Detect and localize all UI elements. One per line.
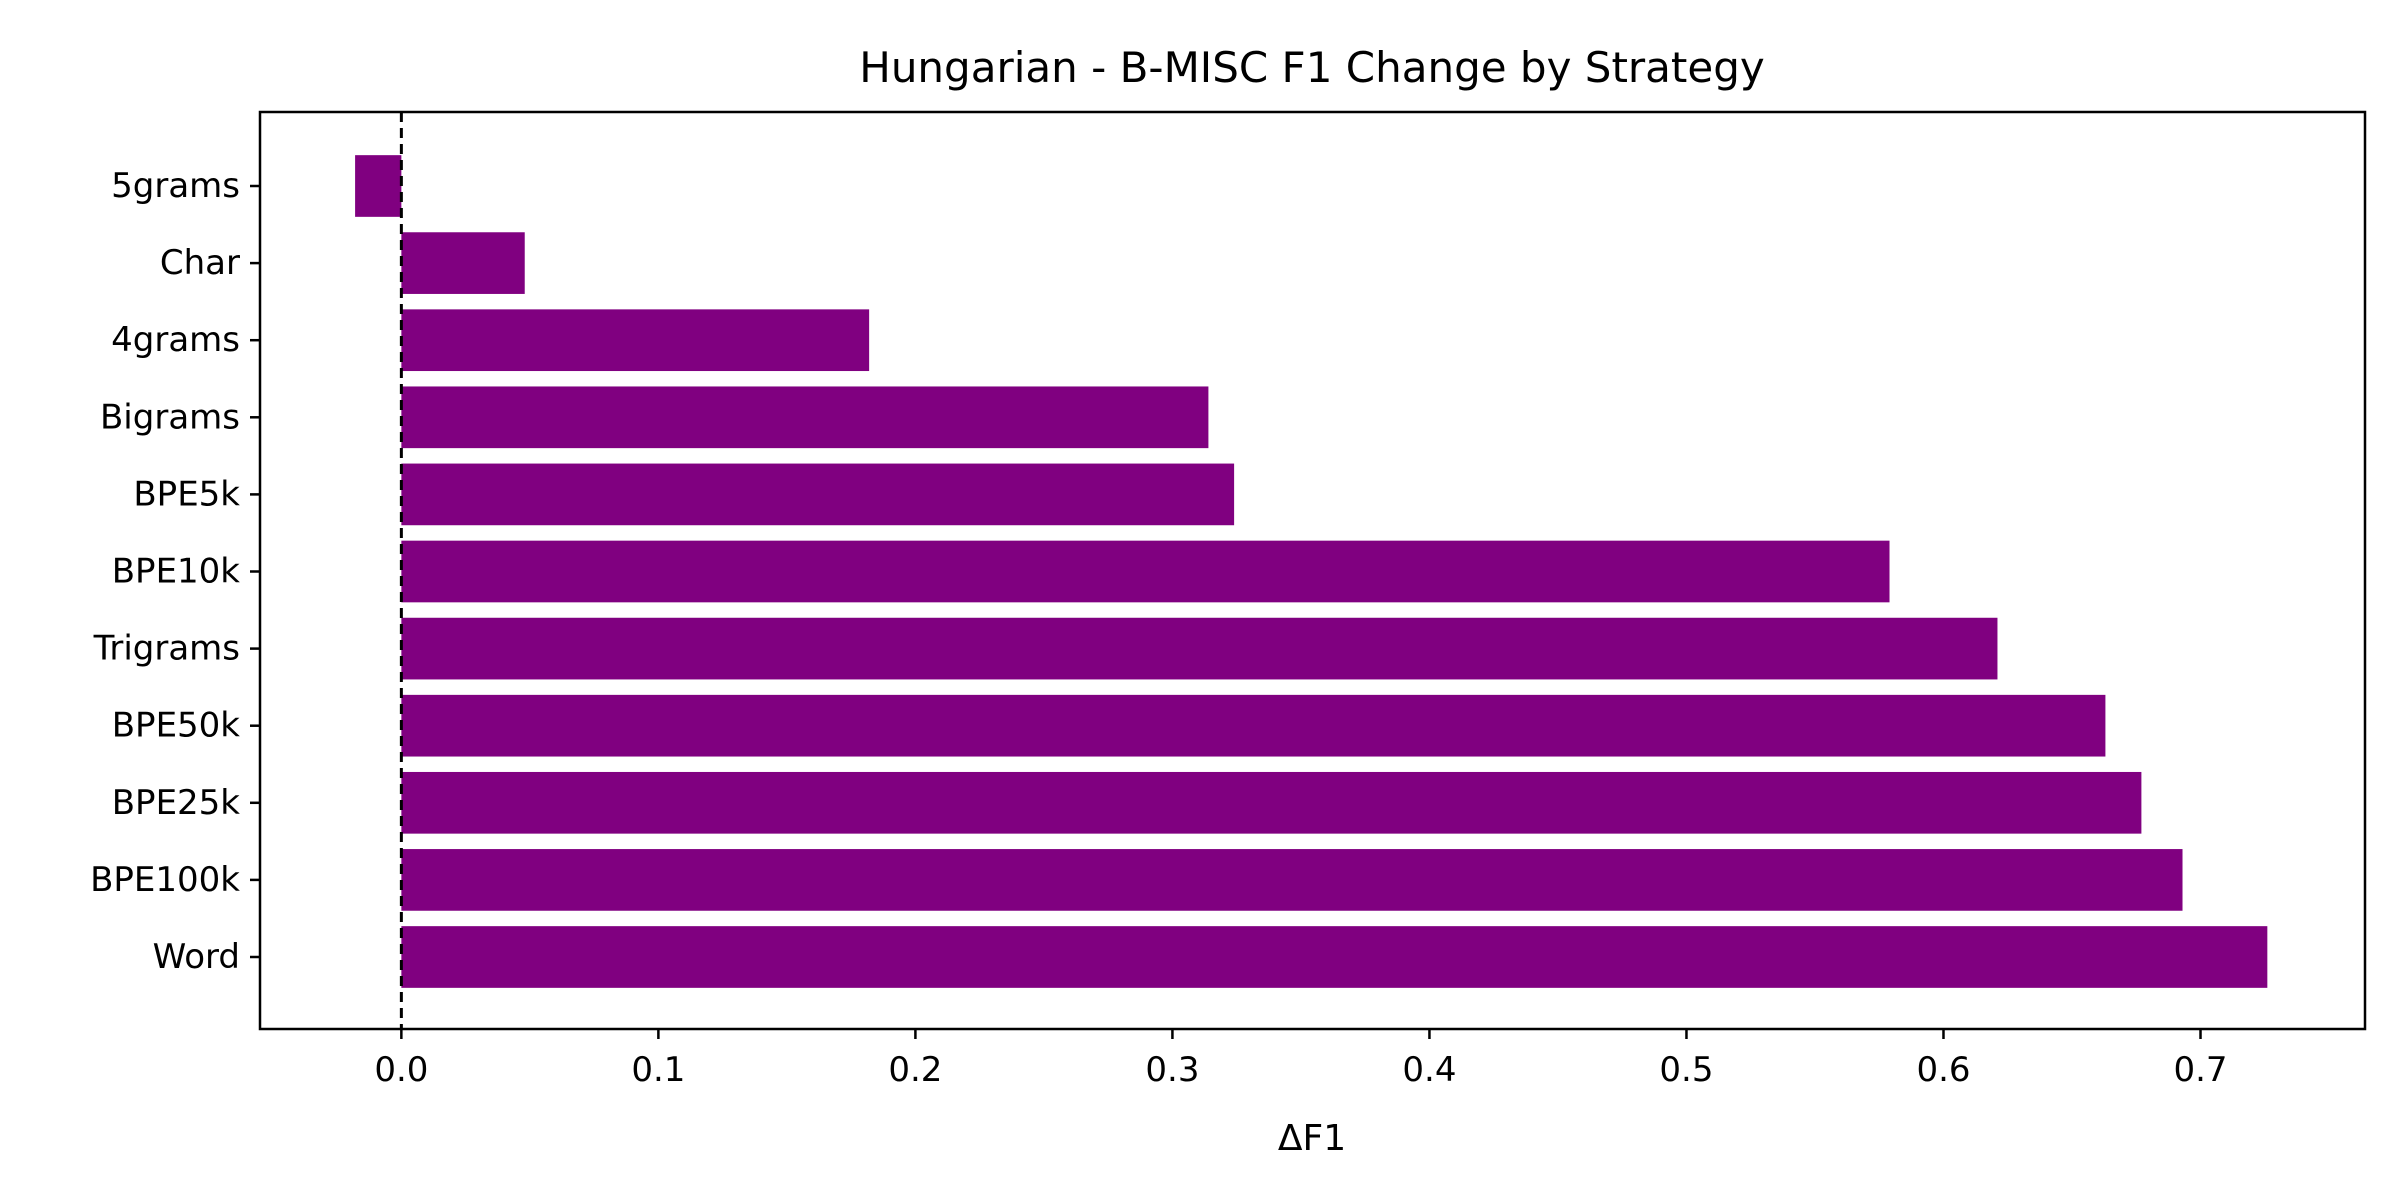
- y-tick-label: BPE10k: [112, 552, 241, 592]
- x-tick-label: 0.6: [1916, 1050, 1970, 1090]
- y-tick-label: BPE25k: [112, 783, 241, 823]
- y-tick-label: Word: [153, 937, 240, 977]
- bar-5grams: [355, 155, 402, 217]
- y-tick-label: BPE5k: [133, 474, 240, 514]
- x-tick-label: 0.7: [2173, 1050, 2227, 1090]
- y-tick-label: 4grams: [111, 320, 240, 360]
- bar-Bigrams: [401, 386, 1209, 449]
- x-tick-label: 0.3: [1145, 1050, 1199, 1090]
- bar-BPE50k: [401, 694, 2106, 757]
- chart-title: Hungarian - B-MISC F1 Change by Strategy: [859, 43, 1765, 92]
- bar-4grams: [401, 309, 870, 372]
- x-tick-label: 0.2: [888, 1050, 942, 1090]
- x-axis: 0.0 0.1 0.2 0.3 0.4 0.5 0.6 0.7: [374, 1029, 2228, 1090]
- bar-BPE25k: [401, 771, 2142, 834]
- y-tick-label: Char: [160, 243, 240, 283]
- bar-Word: [401, 926, 2268, 988]
- x-tick-label: 0.0: [374, 1050, 428, 1090]
- y-tick-label: Trigrams: [93, 629, 240, 669]
- y-tick-label: BPE50k: [112, 706, 241, 746]
- x-axis-title: ΔF1: [1278, 1118, 1346, 1159]
- y-tick-label: Bigrams: [100, 397, 240, 437]
- y-tick-label: BPE100k: [90, 860, 240, 900]
- x-tick-label: 0.5: [1659, 1050, 1713, 1090]
- bars-layer: [355, 155, 2268, 988]
- y-tick-label: 5grams: [111, 166, 240, 206]
- bar-Trigrams: [401, 617, 1998, 680]
- x-tick-label: 0.4: [1402, 1050, 1456, 1090]
- y-axis: 5grams Char 4grams Bigrams BPE5k BPE10k Trigra…: [90, 166, 260, 977]
- bar-Char: [401, 232, 525, 294]
- bar-BPE5k: [401, 463, 1235, 526]
- bar-BPE10k: [401, 540, 1890, 603]
- bar-BPE100k: [401, 849, 2183, 911]
- x-tick-label: 0.1: [631, 1050, 685, 1090]
